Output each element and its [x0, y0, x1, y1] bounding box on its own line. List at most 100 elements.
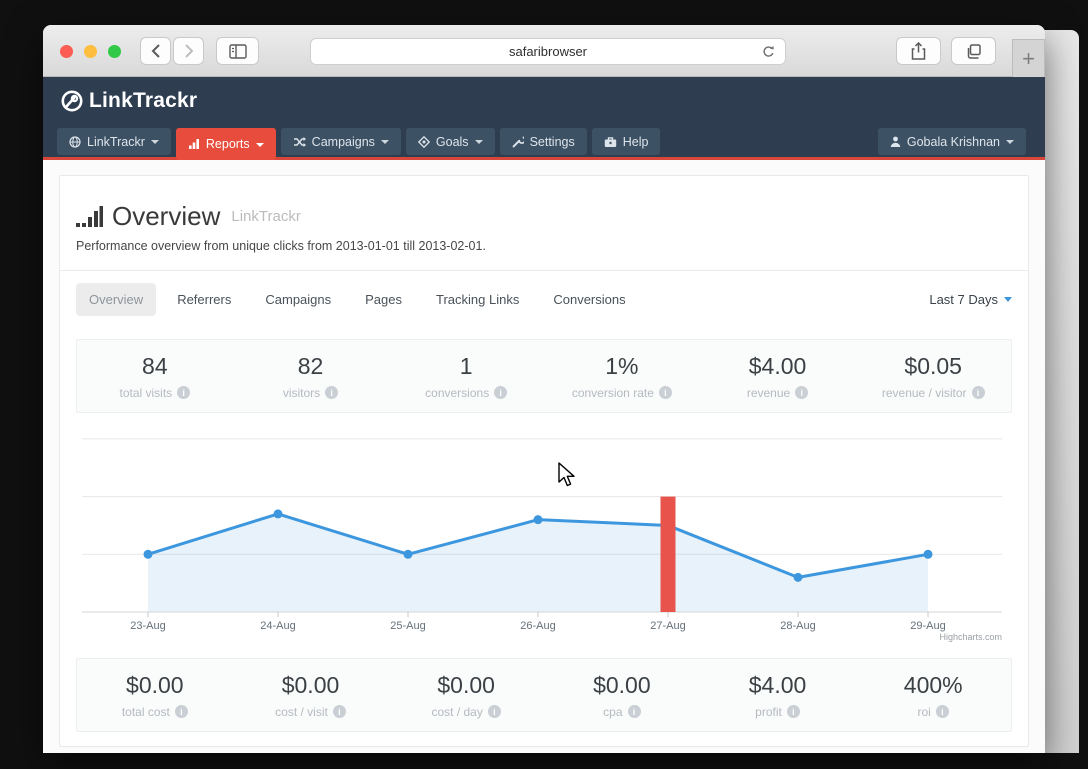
stat-value: $0.05: [904, 352, 962, 379]
linktrackr-logo[interactable]: LinkTrackr: [60, 89, 197, 113]
stat-label: cost / day: [431, 704, 483, 719]
svg-text:Highcharts.com: Highcharts.com: [939, 632, 1002, 642]
nav-item-help[interactable]: Help: [591, 128, 661, 155]
svg-text:28-Aug: 28-Aug: [780, 620, 815, 632]
tab-tracking-links[interactable]: Tracking Links: [436, 292, 520, 307]
stat-label: cost / visit: [275, 704, 328, 719]
show-tabs-button[interactable]: [951, 37, 996, 65]
page-title: Overview: [112, 201, 221, 231]
reload-button[interactable]: [761, 44, 776, 63]
info-icon[interactable]: [627, 705, 641, 718]
info-icon[interactable]: [177, 386, 191, 399]
tab-conversions[interactable]: Conversions: [553, 292, 626, 307]
caret-down-icon: [255, 142, 264, 147]
date-range-selector[interactable]: Last 7 Days: [929, 292, 1012, 307]
caret-down-icon: [150, 140, 159, 144]
overview-card: Overview LinkTrackr Performance overview…: [59, 175, 1029, 747]
user-menu[interactable]: Gobala Krishnan: [877, 128, 1026, 155]
reload-icon: [763, 45, 774, 57]
caret-down-icon: [474, 140, 483, 144]
info-icon[interactable]: [332, 705, 346, 718]
logo-text: LinkTrackr: [89, 89, 198, 112]
stat-label: roi: [917, 704, 931, 719]
page-body: Overview LinkTrackr Performance overview…: [43, 160, 1045, 753]
nav-label: Help: [622, 134, 649, 149]
stat-value: $0.00: [281, 671, 340, 698]
stat-total-cost: $0.00 total cost: [77, 659, 233, 731]
info-icon[interactable]: [971, 386, 985, 399]
date-range-label: Last 7 Days: [929, 292, 998, 307]
stat-value: 82: [297, 352, 324, 379]
tab-campaigns[interactable]: Campaigns: [265, 292, 332, 307]
stat-cost-per-visit: $0.00 cost / visit: [233, 659, 389, 731]
back-button[interactable]: [140, 37, 171, 65]
stat-label: visitors: [282, 385, 321, 400]
background-window: [1043, 30, 1079, 753]
globe-icon: [69, 135, 81, 148]
stat-value: 84: [142, 352, 168, 379]
main-nav: LinkTrackr Reports Campaigns: [43, 125, 1045, 160]
info-icon[interactable]: [786, 705, 800, 718]
stat-profit: $4.00 profit: [700, 659, 856, 731]
info-icon[interactable]: [487, 705, 501, 718]
nav-item-settings[interactable]: Settings: [499, 128, 587, 155]
info-icon[interactable]: [935, 705, 949, 718]
svg-text:24-Aug: 24-Aug: [260, 620, 295, 632]
minimize-window-button[interactable]: [84, 45, 97, 58]
person-icon: [890, 136, 901, 147]
stat-total-visits: 84 total visits: [77, 340, 233, 412]
address-bar-text: safaribrowser: [508, 44, 588, 59]
tab-overview[interactable]: Overview: [76, 283, 157, 316]
zoom-window-button[interactable]: [108, 45, 121, 58]
shuffle-icon: [293, 136, 306, 147]
nav-item-goals[interactable]: Goals: [405, 128, 495, 155]
svg-text:23-Aug: 23-Aug: [130, 620, 165, 632]
tab-referrers[interactable]: Referrers: [177, 292, 232, 307]
browser-titlebar: safaribrowser +: [43, 25, 1045, 77]
forward-button[interactable]: [173, 37, 204, 65]
nav-item-reports[interactable]: Reports: [175, 128, 276, 160]
sidebar-toggle-button[interactable]: [216, 37, 259, 65]
stat-revenue: $4.00 revenue: [700, 340, 856, 412]
chevron-left-icon: [151, 44, 160, 58]
info-icon[interactable]: [174, 705, 188, 718]
stat-value: 1: [459, 352, 473, 379]
nav-label: Settings: [529, 134, 575, 149]
nav-label: Goals: [435, 134, 469, 149]
stat-value: 400%: [903, 671, 963, 698]
tab-pages[interactable]: Pages: [365, 292, 403, 307]
overview-chart[interactable]: 23-Aug 24-Aug 25-Aug 26-Aug 27-Aug 28-Aug 29-A…: [76, 417, 1012, 651]
sidebar-icon: [228, 43, 247, 59]
stats-row-top: 84 total visits 82 visitors 1 conversion…: [76, 339, 1012, 413]
user-name: Gobala Krishnan: [906, 134, 1000, 149]
linktrackr-logo-icon: [61, 90, 83, 112]
stat-visitors: 82 visitors: [233, 340, 389, 412]
nav-label: LinkTrackr: [87, 134, 145, 149]
stat-value: $0.00: [126, 671, 184, 698]
stat-label: cpa: [603, 704, 623, 719]
stat-revenue-per-visitor: $0.05 revenue / visitor: [855, 340, 1011, 412]
caret-down-icon: [1004, 297, 1012, 302]
info-icon[interactable]: [795, 386, 809, 399]
stat-value: $0.00: [593, 671, 651, 698]
stat-label: revenue / visitor: [881, 385, 967, 400]
share-button[interactable]: [896, 37, 941, 65]
report-bars-icon: [76, 206, 103, 227]
address-bar[interactable]: safaribrowser: [310, 38, 786, 65]
new-tab-button[interactable]: +: [1012, 39, 1045, 77]
info-icon[interactable]: [325, 386, 339, 399]
svg-text:25-Aug: 25-Aug: [390, 620, 425, 632]
nav-label: Reports: [205, 137, 250, 151]
nav-item-linktrackr[interactable]: LinkTrackr: [57, 128, 171, 155]
close-window-button[interactable]: [60, 45, 73, 58]
info-icon[interactable]: [658, 386, 672, 399]
stat-roi: 400% roi: [855, 659, 1011, 731]
caret-down-icon: [1006, 140, 1014, 144]
stat-label: profit: [755, 704, 782, 719]
target-icon: [417, 135, 430, 148]
nav-item-campaigns[interactable]: Campaigns: [280, 128, 401, 155]
info-icon[interactable]: [494, 386, 508, 399]
tabs-overview-icon: [967, 43, 981, 59]
stat-value: $0.00: [437, 671, 495, 698]
new-tab-plus: +: [1022, 45, 1035, 71]
